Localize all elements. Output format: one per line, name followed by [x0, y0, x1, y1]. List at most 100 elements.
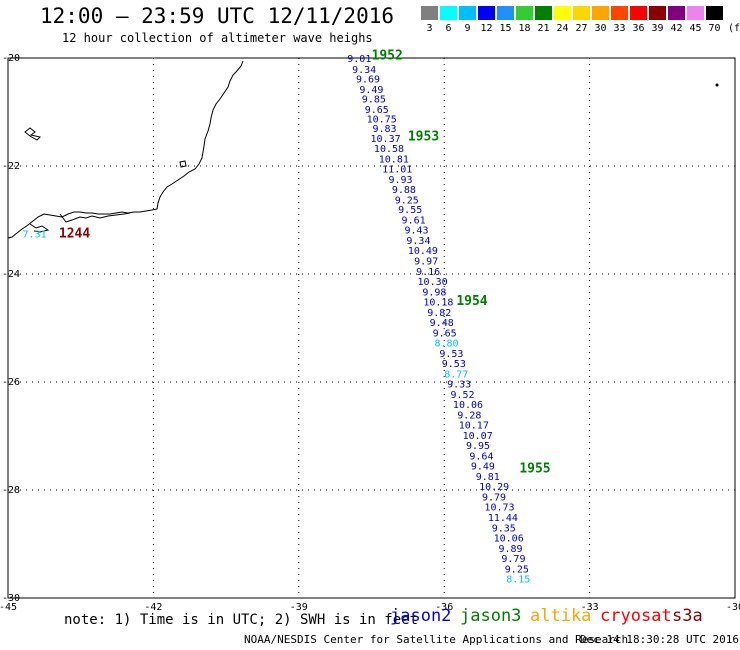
- wave-height-value: 9.49: [471, 462, 495, 473]
- scale-swatch: [497, 6, 514, 20]
- wave-height-value: 9.52: [451, 390, 475, 401]
- satellite-legend-item: jason2: [390, 606, 452, 626]
- coast-detail-3: [59, 212, 131, 223]
- wave-height-value: 9.65: [365, 105, 389, 116]
- lon-tick-label: -39: [290, 602, 308, 613]
- timestamp-text: Dec 14 18:30:28 UTC 2016: [580, 633, 739, 646]
- wave-height-value: 10.49: [408, 246, 438, 257]
- scale-swatch: [573, 6, 590, 20]
- wave-height-value: 9.98: [422, 287, 446, 298]
- wave-height-value: 9.88: [392, 185, 416, 196]
- wave-height-value: 10.73: [484, 503, 514, 514]
- scale-swatch: [421, 6, 438, 20]
- scale-swatch: [554, 6, 571, 20]
- wave-height-value: 9.61: [402, 215, 426, 226]
- scale-swatch: [478, 6, 495, 20]
- wave-height-value: 9.16: [416, 267, 440, 278]
- wave-height-value: 8.77: [444, 369, 468, 380]
- scale-swatch: [535, 6, 552, 20]
- lat-tick-label: -22: [2, 161, 20, 172]
- scale-label: 30: [594, 23, 607, 34]
- wave-height-value: 9.97: [414, 257, 438, 268]
- scale-label: 18: [518, 23, 531, 34]
- satellite-legend-item: altika: [530, 606, 592, 626]
- scale-label: 27: [575, 23, 588, 34]
- wave-height-value: 8.80: [435, 339, 459, 350]
- wave-height-value: 9.53: [439, 349, 463, 360]
- wave-height-value: 10.58: [374, 144, 404, 155]
- lat-tick-label: -28: [2, 485, 20, 496]
- scale-swatch: [630, 6, 647, 20]
- wave-height-value: 10.06: [453, 400, 483, 411]
- wave-height-value: 9.48: [430, 318, 454, 329]
- wave-height-value: 9.25: [505, 564, 529, 575]
- lon-tick-label: -45: [0, 602, 17, 613]
- wave-height-value: 10.37: [371, 134, 401, 145]
- scale-label: 3: [426, 23, 433, 34]
- scale-label: 21: [537, 23, 550, 34]
- lat-tick-label: -20: [2, 53, 20, 64]
- wave-height-value: 9.85: [362, 95, 386, 106]
- lat-tick-label: -26: [2, 377, 20, 388]
- pass-time-label: 1244: [59, 227, 90, 242]
- scale-swatch: [668, 6, 685, 20]
- scale-swatch: [687, 6, 704, 20]
- wave-height-value: 11.01: [382, 165, 412, 176]
- lon-tick-label: -30: [726, 602, 740, 613]
- scale-swatch: [592, 6, 609, 20]
- pass-time-label: 1955: [519, 461, 550, 476]
- coastline: [7, 60, 719, 239]
- scale-label: 9: [464, 23, 471, 34]
- scale-unit-label: (ft): [728, 23, 740, 34]
- wave-height-value: 9.28: [457, 410, 481, 421]
- scale-swatch: [440, 6, 457, 20]
- lat-tick-label: -24: [2, 269, 20, 280]
- map-subtitle: 12 hour collection of altimeter wave hei…: [62, 31, 373, 45]
- wave-height-value: 9.81: [476, 472, 500, 483]
- wave-height-value: 10.06: [494, 534, 524, 545]
- lat-tick-label: -30: [2, 593, 20, 604]
- wave-height-value: 9.89: [498, 544, 522, 555]
- scale-swatch: [611, 6, 628, 20]
- pass-time-label: 1954: [456, 294, 487, 309]
- map-title: 12:00 – 23:59 UTC 12/11/2016: [40, 4, 395, 28]
- scale-label: 45: [689, 23, 702, 34]
- wave-height-value: 9.55: [398, 205, 422, 216]
- scale-label: 33: [613, 23, 626, 34]
- wave-height-value: 9.53: [442, 359, 466, 370]
- scale-label: 24: [556, 23, 569, 34]
- satellite-legend-item: cryosat: [600, 606, 672, 626]
- wave-height-value: 9.35: [492, 523, 516, 534]
- scale-swatch: [459, 6, 476, 20]
- wave-height-value: 7.31: [23, 230, 47, 241]
- wave-height-value: 9.34: [406, 236, 430, 247]
- wave-height-value: 10.29: [479, 482, 509, 493]
- scale-label: 36: [632, 23, 645, 34]
- wave-height-value: 10.18: [423, 298, 453, 309]
- coast-detail-1: [24, 127, 41, 141]
- brazil-coastline: [7, 60, 244, 239]
- satellite-legend-item: jason3: [460, 606, 522, 626]
- wave-height-value: 9.49: [359, 85, 383, 96]
- coast-detail-4: [29, 223, 50, 233]
- wave-height-value: 9.33: [447, 380, 471, 391]
- wave-height-value: 9.64: [469, 451, 493, 462]
- wave-height-value: 9.69: [356, 75, 380, 86]
- wave-height-value: 9.25: [395, 195, 419, 206]
- scale-label: 70: [708, 23, 721, 34]
- wave-height-value: 10.81: [379, 154, 409, 165]
- scale-label: 6: [445, 23, 452, 34]
- island-dot: [715, 83, 719, 87]
- wave-height-value: 8.15: [506, 575, 530, 586]
- wave-height-value: 9.34: [352, 65, 376, 76]
- wave-height-value: 9.95: [466, 441, 490, 452]
- map-grid: -45 -42 -39 -36 -33 -30 -20 -22 -24 -26 -28 -30: [0, 53, 740, 613]
- wave-height-value: 10.30: [418, 277, 448, 288]
- wave-height-value: 9.01: [347, 54, 371, 65]
- scale-label: 12: [480, 23, 493, 34]
- wave-height-value: 9.79: [482, 492, 506, 503]
- wave-height-value: 9.93: [388, 175, 412, 186]
- lon-tick-label: -33: [581, 602, 599, 613]
- scale-label: 15: [499, 23, 512, 34]
